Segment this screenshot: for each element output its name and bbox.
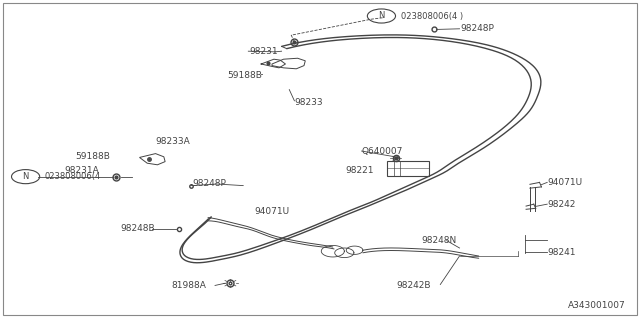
Text: 98248N: 98248N [421, 236, 456, 245]
Text: Q640007: Q640007 [362, 147, 403, 156]
Text: 98248B: 98248B [120, 224, 155, 233]
Text: A343001007: A343001007 [568, 301, 626, 310]
Text: 98221: 98221 [346, 166, 374, 175]
Text: 98242: 98242 [547, 200, 575, 209]
Text: 59188B: 59188B [227, 71, 262, 80]
Text: 98231A: 98231A [64, 166, 99, 175]
Text: 023808006(4 ): 023808006(4 ) [401, 12, 463, 20]
Text: 98231: 98231 [250, 47, 278, 56]
Bar [387, 161, 429, 176]
Text: 98233: 98233 [294, 98, 323, 107]
Text: N: N [22, 172, 29, 181]
Text: 81988A: 81988A [172, 281, 206, 290]
Text: 98242B: 98242B [397, 281, 431, 290]
Text: 023808006(4: 023808006(4 [45, 172, 101, 181]
Text: 98248P: 98248P [461, 24, 495, 33]
Text: 94071U: 94071U [547, 178, 582, 187]
Text: 94071U: 94071U [255, 207, 290, 216]
Text: 59188B: 59188B [76, 152, 110, 161]
Text: 98248P: 98248P [192, 180, 226, 188]
Text: N: N [378, 12, 385, 20]
Text: 98233A: 98233A [155, 137, 189, 146]
Text: 98241: 98241 [547, 248, 576, 257]
